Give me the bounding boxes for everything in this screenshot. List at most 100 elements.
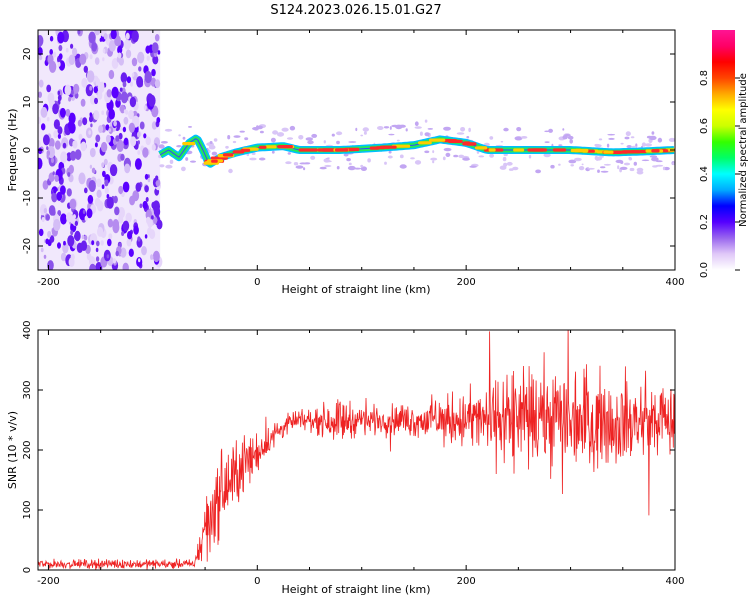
noise-blob xyxy=(151,215,154,220)
ridge-halo-speckle xyxy=(362,127,369,132)
ridge-halo-speckle xyxy=(384,161,387,165)
ridge-halo-speckle xyxy=(188,126,192,128)
ridge-halo-speckle xyxy=(239,130,245,133)
noise-blob xyxy=(125,32,130,40)
noise-blob xyxy=(52,51,57,58)
noise-blob xyxy=(45,214,51,221)
noise-blob xyxy=(52,171,55,176)
noise-blob xyxy=(43,254,47,259)
noise-blob xyxy=(122,181,130,193)
noise-blob xyxy=(129,81,134,87)
ridge-halo-speckle xyxy=(367,158,371,163)
noise-blob xyxy=(54,174,59,182)
noise-blob xyxy=(144,185,149,193)
noise-blob xyxy=(51,192,58,203)
noise-blob xyxy=(72,47,78,57)
noise-blob xyxy=(88,180,96,192)
ridge-halo-speckle xyxy=(414,160,422,165)
ridge-hotspot xyxy=(474,146,488,150)
noise-blob xyxy=(98,125,104,134)
noise-blob xyxy=(144,173,149,180)
ridge-hotspot xyxy=(258,145,267,149)
ridge-hotspot xyxy=(298,148,318,152)
ridge-halo-speckle xyxy=(211,151,218,156)
noise-blob xyxy=(100,141,108,153)
ridge-halo-speckle xyxy=(628,157,633,161)
ridge-halo-speckle xyxy=(503,162,508,167)
ridge-halo-speckle xyxy=(360,164,364,168)
ridge-halo-speckle xyxy=(606,143,610,148)
ridge-halo-speckle xyxy=(562,128,565,131)
noise-blob xyxy=(46,117,50,122)
noise-blob xyxy=(100,81,105,88)
noise-blob xyxy=(60,213,67,225)
noise-blob xyxy=(137,140,140,145)
noise-blob xyxy=(83,65,89,73)
noise-blob xyxy=(49,235,55,243)
noise-blob xyxy=(112,219,120,230)
y-tick-label: 20 xyxy=(22,48,33,61)
noise-blob xyxy=(96,90,103,100)
spectrogram-panel: -200 0 200 400 -20 -10 0 10 20 Height of straig… xyxy=(6,29,685,296)
ridge-halo-speckle xyxy=(607,133,616,136)
ridge-hotspot xyxy=(603,150,614,154)
noise-blob xyxy=(156,219,163,230)
noise-blob xyxy=(102,48,106,54)
ridge-halo-speckle xyxy=(489,153,494,158)
ridge-halo-speckle xyxy=(281,127,289,132)
noise-blob xyxy=(84,187,88,194)
ridge-halo-speckle xyxy=(399,154,404,159)
noise-blob xyxy=(151,68,156,77)
noise-blob xyxy=(70,90,74,95)
ridge-halo-speckle xyxy=(489,136,494,140)
ridge-halo-speckle xyxy=(432,160,435,164)
ridge-halo-speckle xyxy=(389,126,392,130)
noise-blob xyxy=(57,61,61,67)
ridge-halo-speckle xyxy=(458,154,465,158)
ridge-halo-speckle xyxy=(323,158,330,163)
noise-blob xyxy=(106,89,112,98)
noise-blob xyxy=(38,91,42,98)
ridge-halo-speckle xyxy=(544,141,550,144)
ridge-halo-speckle xyxy=(600,170,609,173)
noise-blob xyxy=(117,45,123,55)
ridge-halo-speckle xyxy=(336,140,340,145)
noise-blob xyxy=(38,47,43,56)
ridge-halo-speckle xyxy=(503,127,509,132)
ridge-halo-speckle xyxy=(630,136,635,139)
noise-blob xyxy=(54,140,61,150)
ridge-halo-speckle xyxy=(432,150,435,154)
figure-title: S124.2023.026.15.01.G27 xyxy=(270,3,441,18)
noise-blob xyxy=(57,133,62,139)
ridge-halo-speckle xyxy=(581,163,584,166)
noise-blob xyxy=(48,137,55,148)
ridge-halo-speckle xyxy=(289,125,296,131)
noise-blob xyxy=(111,86,119,99)
snr-x-ticks: -200 0 200 400 xyxy=(37,330,685,587)
ridge-halo-speckle xyxy=(414,126,422,129)
noise-blob xyxy=(133,225,139,235)
noise-blob xyxy=(122,262,129,270)
noise-blob xyxy=(122,126,127,133)
noise-blob xyxy=(118,185,124,195)
noise-blob xyxy=(146,216,151,225)
noise-blob xyxy=(101,184,105,189)
noise-blob xyxy=(120,72,128,84)
noise-blob xyxy=(68,54,76,66)
ridge-halo-speckle xyxy=(544,130,550,133)
noise-blob xyxy=(64,84,72,96)
ridge-halo-speckle xyxy=(608,137,615,140)
ridge-halo-speckle xyxy=(550,164,555,169)
ridge-halo-speckle xyxy=(626,145,632,148)
ridge-halo-speckle xyxy=(405,128,408,132)
noise-blob xyxy=(38,139,41,148)
ridge-halo-speckle xyxy=(567,135,574,140)
snr-y-label: SNR (10 * v/v) xyxy=(6,411,19,489)
snr-background xyxy=(38,330,675,570)
noise-blob xyxy=(46,150,51,157)
noise-blob xyxy=(60,151,68,163)
noise-blob xyxy=(72,214,76,220)
snr-panel: -200 0 200 400 0 100 200 300 400 Height of stra… xyxy=(6,320,685,596)
ridge-halo-speckle xyxy=(478,155,485,158)
noise-blob xyxy=(101,162,105,168)
